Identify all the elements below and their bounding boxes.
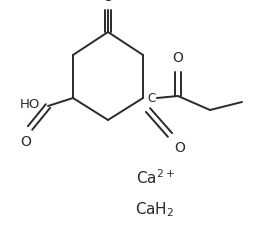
Text: CaH$_2$: CaH$_2$ [135, 201, 175, 219]
Text: Ca$^{2+}$: Ca$^{2+}$ [136, 169, 175, 187]
Text: O: O [174, 141, 185, 155]
Text: O: O [102, 0, 114, 4]
Text: O: O [173, 51, 183, 65]
Text: O: O [21, 135, 31, 149]
Text: C·: C· [147, 91, 159, 105]
Text: HO: HO [20, 99, 40, 111]
